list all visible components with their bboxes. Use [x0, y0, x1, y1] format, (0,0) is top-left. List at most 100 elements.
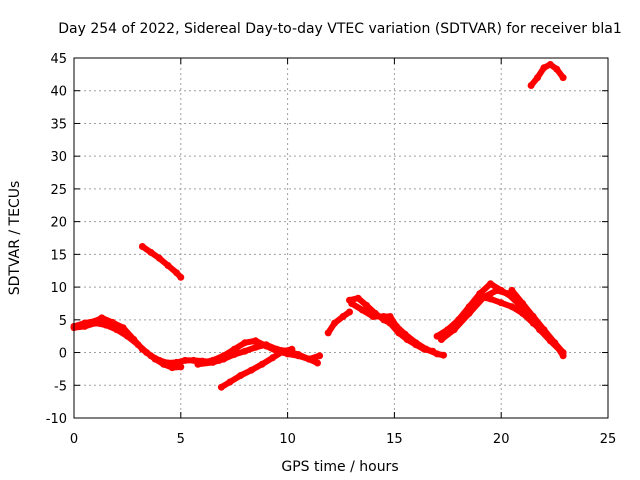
data-point: [177, 273, 185, 281]
data-point: [143, 349, 151, 356]
x-tick-label: 25: [600, 432, 617, 447]
x-axis-title: GPS time / hours: [281, 459, 398, 475]
y-tick-label: 25: [50, 183, 67, 198]
data-point: [226, 378, 234, 386]
data-point: [487, 280, 494, 288]
data-point: [508, 303, 516, 311]
data-point: [217, 383, 225, 391]
data-point: [173, 269, 180, 277]
data-point: [155, 254, 163, 262]
data-point: [230, 351, 238, 358]
series-arc-7: [324, 308, 353, 337]
data-point: [331, 319, 339, 327]
data-point: [339, 313, 347, 320]
data-point: [241, 347, 249, 355]
y-tick-label: 45: [50, 52, 67, 67]
x-tick-label: 20: [493, 432, 510, 447]
data-point: [241, 339, 249, 347]
data-point: [497, 299, 505, 307]
data-point: [433, 350, 441, 358]
data-point: [288, 345, 296, 353]
plot-frame: [73, 57, 609, 419]
y-axis-ticks: -10 -5 0 5 10 15 20 25 30 35 40 45: [46, 52, 608, 427]
data-point: [113, 326, 121, 334]
data-point: [279, 347, 287, 355]
data-point: [305, 355, 313, 363]
data-point: [258, 360, 266, 368]
y-tick-label: 40: [50, 85, 67, 100]
data-point: [401, 330, 409, 338]
data-point: [476, 293, 484, 301]
series-line: [325, 309, 353, 336]
data-point: [194, 360, 202, 368]
series-arc-2: [70, 319, 185, 372]
x-tick-label: 0: [70, 432, 78, 447]
x-tick-label: 15: [386, 432, 403, 447]
series-arc-13: [508, 286, 567, 360]
y-tick-label: -10: [46, 412, 67, 427]
data-point: [181, 356, 189, 364]
data-point: [168, 364, 176, 372]
data-point: [519, 300, 527, 307]
data-point: [465, 309, 473, 317]
y-axis-title: SDTVAR / TECUs: [7, 181, 23, 296]
x-tick-label: 10: [279, 432, 296, 447]
y-tick-label: 35: [50, 117, 67, 132]
data-point: [551, 339, 559, 347]
series-arc-6: [217, 345, 296, 391]
chart-title: Day 254 of 2022, Sidereal Day-to-day VTE…: [58, 21, 621, 37]
data-point: [262, 341, 270, 349]
data-point: [134, 341, 142, 349]
x-tick-label: 5: [177, 432, 185, 447]
data-point: [487, 295, 494, 303]
data-point: [177, 363, 185, 371]
data-point: [508, 286, 516, 294]
data-point: [147, 248, 155, 256]
data-point: [412, 339, 420, 347]
data-point: [529, 313, 537, 320]
data-point: [348, 300, 356, 307]
data-point: [160, 360, 168, 368]
data-point: [546, 61, 554, 68]
data-point: [164, 262, 172, 269]
data-point: [252, 337, 260, 345]
data-point: [91, 319, 99, 327]
data-point: [559, 352, 567, 360]
data-point: [534, 74, 541, 82]
y-tick-label: 30: [50, 150, 67, 165]
data-point: [237, 372, 245, 379]
y-tick-label: 20: [50, 216, 67, 231]
data-point: [493, 286, 501, 294]
y-tick-label: 15: [50, 248, 67, 263]
series-group: [70, 61, 567, 391]
data-point: [437, 336, 445, 343]
data-point: [151, 355, 159, 363]
data-point: [422, 345, 430, 353]
data-point: [519, 309, 527, 317]
data-point: [247, 366, 255, 374]
data-point: [269, 354, 277, 362]
data-point: [102, 321, 110, 329]
data-point: [316, 352, 324, 360]
data-point: [540, 64, 548, 72]
data-point: [346, 308, 353, 316]
data-point: [527, 82, 535, 89]
data-point: [354, 294, 362, 302]
data-point: [553, 65, 561, 73]
y-tick-label: 5: [59, 314, 67, 329]
data-point: [540, 326, 548, 334]
data-point: [252, 343, 260, 351]
data-point: [81, 322, 89, 330]
data-point: [393, 322, 400, 330]
series-arc-3: [138, 243, 185, 281]
data-point: [369, 313, 377, 320]
data-point: [559, 74, 567, 82]
x-axis-ticks: 0 5 10 15 20 25: [70, 58, 616, 447]
data-point: [98, 314, 106, 322]
data-point: [358, 306, 366, 314]
y-tick-label: 0: [59, 347, 67, 362]
data-point: [314, 359, 321, 367]
data-point: [123, 332, 131, 340]
data-point: [450, 326, 458, 334]
